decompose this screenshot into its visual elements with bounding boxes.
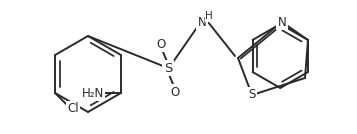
Text: N: N [278, 16, 286, 29]
Text: O: O [170, 85, 180, 98]
Text: Cl: Cl [67, 103, 79, 116]
Text: H: H [205, 11, 213, 21]
Text: H₂N: H₂N [82, 87, 104, 100]
Text: S: S [164, 62, 172, 75]
Text: O: O [156, 38, 166, 51]
Text: N: N [198, 16, 206, 29]
Text: S: S [248, 88, 256, 101]
